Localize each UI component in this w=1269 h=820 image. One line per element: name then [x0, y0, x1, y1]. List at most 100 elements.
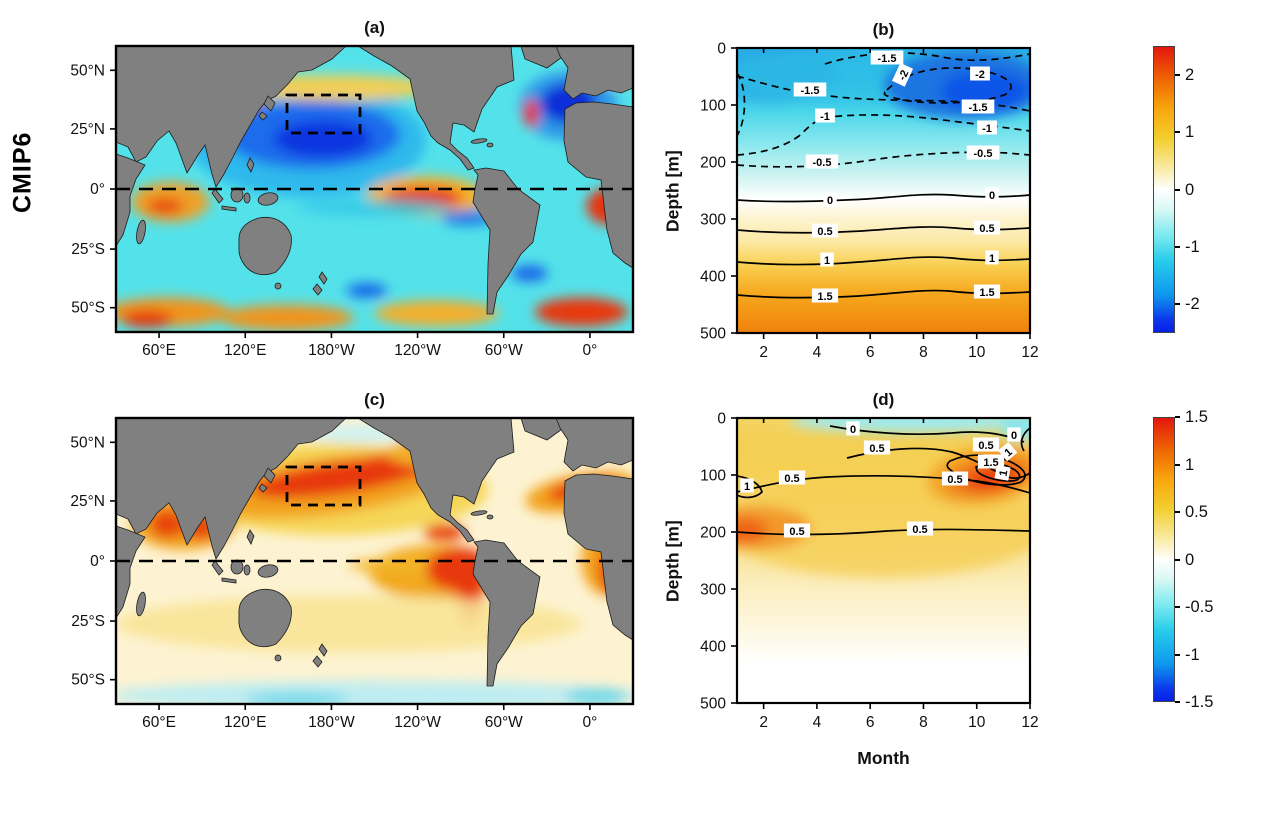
contour-label: 1	[994, 465, 1011, 481]
tick-label: 12	[1021, 714, 1038, 731]
colorbar-d-gradient	[1153, 417, 1175, 702]
contour-line-0.5-200m	[737, 528, 1030, 536]
tick-label: 8	[919, 344, 928, 361]
contour-label: -0.5	[805, 154, 839, 169]
field-feature	[374, 300, 499, 327]
svg-text:0.5: 0.5	[979, 223, 994, 235]
contour-label: -1	[815, 108, 835, 123]
tick-label: 8	[919, 714, 928, 731]
contour-labels: -1.5 -2 -2 -1.5 -1.5 -1 -1 -0.5 -0.5 0 0 0.5 0.5 1 1 1.…	[793, 50, 1001, 303]
panel-a-map: (a)	[70, 18, 635, 359]
svg-text:-1.5: -1.5	[801, 85, 820, 97]
tick-label: 100	[700, 98, 726, 115]
contour-label: -1	[977, 120, 997, 135]
svg-text:1: 1	[998, 469, 1011, 477]
contour-label: -2	[970, 66, 990, 81]
field-feature	[346, 283, 388, 298]
svg-text:-1: -1	[982, 123, 992, 135]
tick-label: 0	[717, 41, 726, 58]
svg-text:-1.5: -1.5	[969, 102, 988, 114]
contour-label: 1	[820, 252, 834, 267]
tick-label: 120°E	[224, 714, 266, 731]
colorbar-tick	[1175, 701, 1180, 703]
study-region-box	[285, 465, 362, 507]
colorbar-tick-label: 1.5	[1185, 408, 1208, 426]
field-feature	[296, 199, 453, 217]
tick-label: 200	[700, 525, 726, 542]
tick-label: 25°N	[70, 493, 105, 510]
panel-c-title: (c)	[364, 390, 385, 409]
tick-label: 400	[700, 269, 726, 286]
tick-label: 25°S	[71, 613, 105, 630]
colorbar-tick-label: 0	[1185, 180, 1195, 199]
contour-labels: 00.500.511.510.5 0.510.5 0.5	[740, 421, 1021, 538]
colorbar-tick-label: 0.5	[1185, 503, 1208, 521]
contour-label: 0.5	[811, 223, 839, 238]
svg-text:0.5: 0.5	[912, 524, 927, 536]
contour-label: 0	[1007, 427, 1021, 442]
tick-label: 4	[813, 344, 822, 361]
contour-label: 0.5	[972, 437, 1000, 452]
tick-label: 500	[700, 326, 726, 343]
colorbar-tick	[1175, 416, 1180, 418]
svg-text:1.5: 1.5	[817, 291, 832, 303]
field-feature	[273, 120, 372, 158]
tick-label: 0°	[583, 714, 598, 731]
contour-label: 1.5	[973, 284, 1001, 299]
tick-label: 120°W	[394, 342, 441, 359]
field-feature	[245, 692, 349, 704]
svg-text:-2: -2	[896, 68, 911, 82]
tick-label: 300	[700, 212, 726, 229]
tick-label: 50°N	[70, 62, 105, 79]
contour-label: -1.5	[870, 50, 904, 65]
tick-label: 60°W	[485, 714, 523, 731]
contour-label: 0.5	[973, 220, 1001, 235]
svg-text:0.5: 0.5	[784, 473, 799, 485]
svg-text:-1.5: -1.5	[878, 53, 897, 65]
colorbar-tick	[1175, 463, 1180, 466]
axes-frame	[735, 416, 1032, 705]
panel-b-contour: (b)	[700, 20, 1039, 361]
contour-label: 1	[740, 478, 754, 493]
panel-d-xlabel: Month	[857, 748, 910, 768]
field-feature	[523, 98, 539, 128]
colorbar-tick	[1175, 303, 1180, 306]
tick-label: 25°N	[70, 121, 105, 138]
row-label: CMIP6	[8, 131, 37, 214]
tick-label: 500	[700, 696, 726, 713]
colorbar-d: 1.5 1 0.5 0 -0.5 -1 -1.5	[1153, 408, 1243, 711]
colorbar-tick	[1175, 653, 1180, 656]
contour-label: 0.5	[783, 523, 811, 538]
contour-label: 1	[985, 250, 999, 265]
svg-text:0: 0	[989, 190, 995, 202]
field-feature	[534, 297, 628, 327]
svg-text:0: 0	[827, 195, 833, 207]
tick-label: 6	[866, 344, 875, 361]
svg-text:1: 1	[824, 255, 830, 267]
field-feature	[565, 688, 628, 704]
field-feature	[511, 265, 548, 282]
contour-label: 0	[823, 192, 837, 207]
colorbar-tick	[1175, 606, 1180, 608]
contour-label: 0.5	[941, 471, 969, 486]
svg-text:0.5: 0.5	[978, 440, 993, 452]
tick-label: 60°E	[142, 714, 176, 731]
contour-label: 1.5	[811, 288, 839, 303]
colorbar-tick	[1175, 73, 1180, 76]
tick-label: 10	[968, 344, 986, 361]
contour-label: 0.5	[778, 470, 806, 485]
tick-label: 200	[700, 155, 726, 172]
tick-label: 50°S	[71, 300, 105, 317]
colorbar-tick	[1175, 245, 1180, 248]
contour-line-0-right	[1020, 427, 1030, 452]
contour-label: 1.5	[977, 454, 1005, 469]
panel-d-plot: 00.500.511.510.5 0.510.5 0.5 2 4 6 8 10 1201002…	[700, 411, 1039, 732]
colorbar-tick	[1175, 188, 1180, 191]
tick-label: 50°S	[71, 672, 105, 689]
contour-label: 0.5	[863, 440, 891, 455]
colorbar-b-gradient	[1153, 46, 1175, 333]
contour-label: -2	[892, 62, 914, 87]
tick-label: 100	[700, 468, 726, 485]
colorbar-tick-label: -1	[1185, 645, 1200, 664]
contour-label: -1.5	[961, 99, 995, 114]
